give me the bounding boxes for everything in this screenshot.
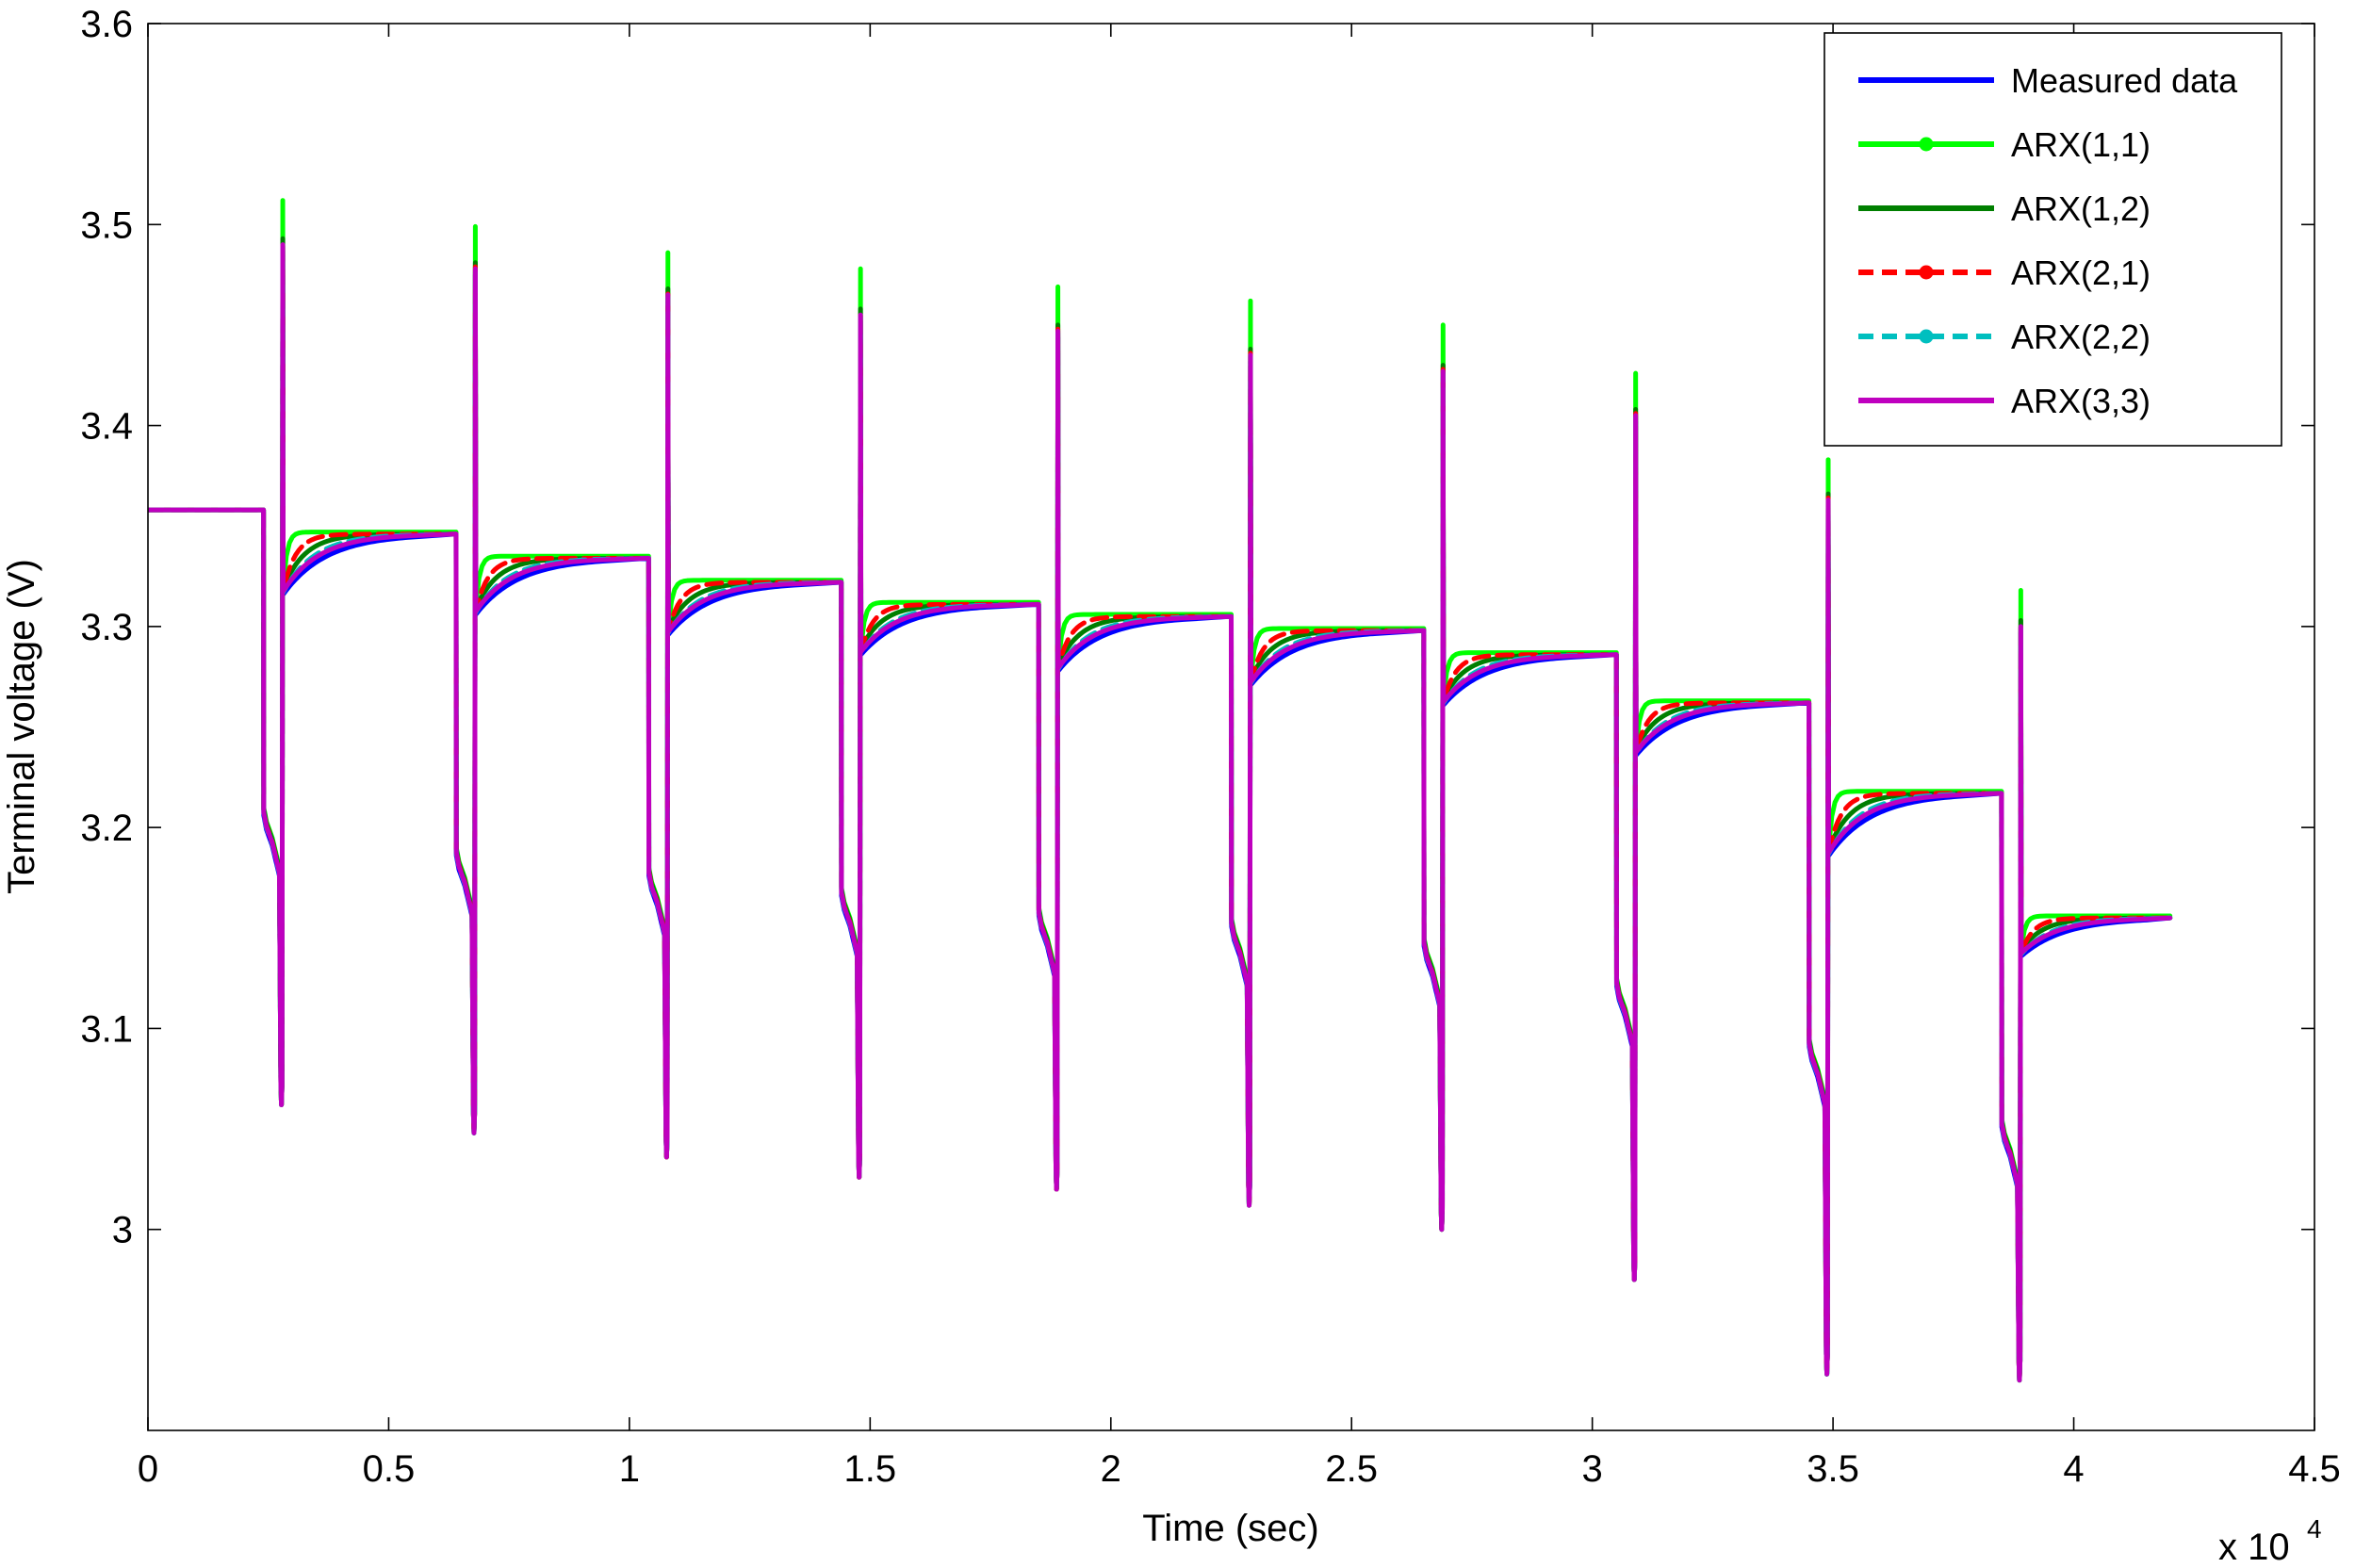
x-tick-label: 4.5 xyxy=(2288,1448,2341,1490)
x-tick-label: 1 xyxy=(619,1448,640,1490)
x-tick-label: 0 xyxy=(138,1448,158,1490)
x-tick-label: 0.5 xyxy=(363,1448,416,1490)
legend-label-arx-2-1: ARX(2,1) xyxy=(2011,253,2151,292)
x-tick-label: 3 xyxy=(1582,1448,1603,1490)
legend-label-arx-1-2: ARX(1,2) xyxy=(2011,189,2151,228)
y-tick-label: 3.5 xyxy=(80,204,133,246)
x-axis-multiplier-base: x 10 xyxy=(2218,1527,2290,1568)
y-tick-label: 3 xyxy=(112,1210,133,1251)
legend-label-arx-3-3: ARX(3,3) xyxy=(2011,382,2151,420)
x-tick-label: 3.5 xyxy=(1807,1448,1859,1490)
legend: Measured data ARX(1,1) ARX(1,2) ARX(2,1) ARX… xyxy=(1823,32,2282,447)
legend-box xyxy=(1823,32,2282,447)
legend-marker-arx-1-1 xyxy=(1919,137,1934,152)
y-tick-label: 3.4 xyxy=(80,406,133,448)
x-tick-label: 4 xyxy=(2063,1448,2084,1490)
x-tick-label: 1.5 xyxy=(844,1448,897,1490)
y-tick-label: 3.2 xyxy=(80,808,133,849)
x-axis-multiplier: x 10 4 xyxy=(2218,1514,2322,1568)
legend-label-arx-2-2: ARX(2,2) xyxy=(2011,318,2151,356)
legend-label-measured-data: Measured data xyxy=(2011,61,2238,100)
x-axis-label: Time (sec) xyxy=(1142,1508,1318,1549)
series-line-arx-3-3 xyxy=(148,242,2173,1383)
x-tick-label: 2.5 xyxy=(1325,1448,1378,1490)
x-axis-multiplier-exponent: 4 xyxy=(2307,1514,2322,1544)
y-tick-label: 3.6 xyxy=(80,4,133,45)
series-layer xyxy=(148,198,2173,1383)
y-tick-label: 3.1 xyxy=(80,1008,133,1050)
x-tick-label: 2 xyxy=(1101,1448,1121,1490)
legend-marker-arx-2-2 xyxy=(1919,329,1934,344)
y-axis-label: Terminal voltage (V) xyxy=(1,559,42,894)
axis-ticks: 0 0.5 1 1.5 2 2.5 3 3.5 4 4.5 3 3.1 3.2 3.3 3.4 3.5 3.6 xyxy=(80,4,2340,1490)
y-tick-label: 3.3 xyxy=(80,607,133,648)
legend-label-arx-1-1: ARX(1,1) xyxy=(2011,125,2151,164)
plot-area-frame xyxy=(147,23,2315,1431)
legend-marker-arx-2-1 xyxy=(1919,265,1934,280)
